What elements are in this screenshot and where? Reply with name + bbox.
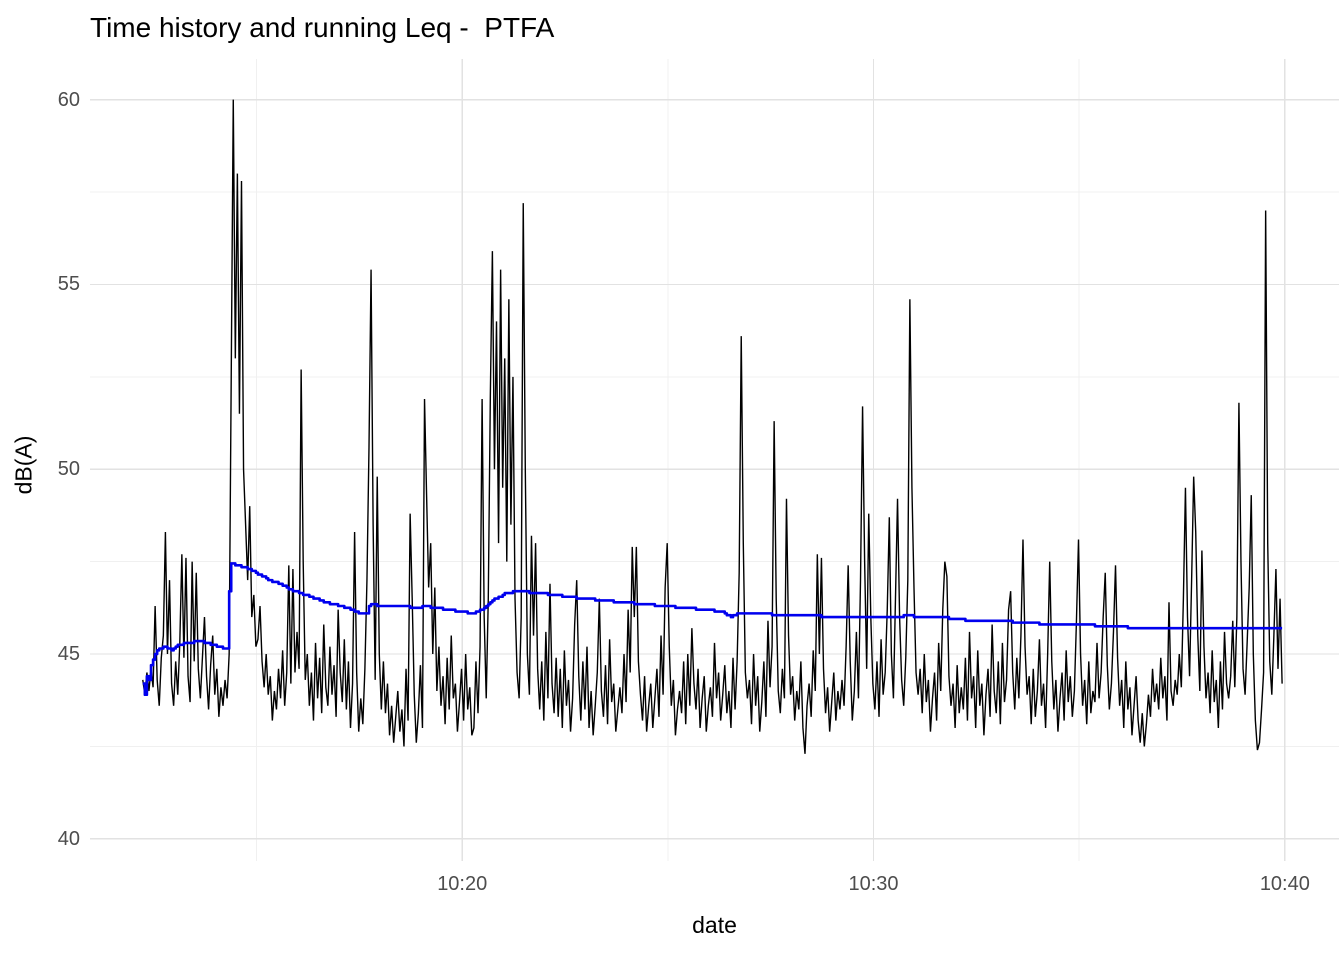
x-tick-label: 10:20 [437,873,488,895]
spl-time-history-line [142,99,1283,754]
y-tick-label: 55 [57,273,80,296]
x-tick-label: 10:30 [848,873,899,895]
y-tick-label: 60 [57,88,80,111]
y-tick-label: 50 [57,458,80,481]
running-leq-line [142,562,1283,696]
x-axis-title: date [692,912,737,938]
y-tick-label: 45 [57,643,80,666]
chart-title: Time history and running Leq - PTFA [90,12,555,43]
x-tick-label: 10:40 [1259,873,1310,895]
y-tick-label: 40 [57,827,80,850]
